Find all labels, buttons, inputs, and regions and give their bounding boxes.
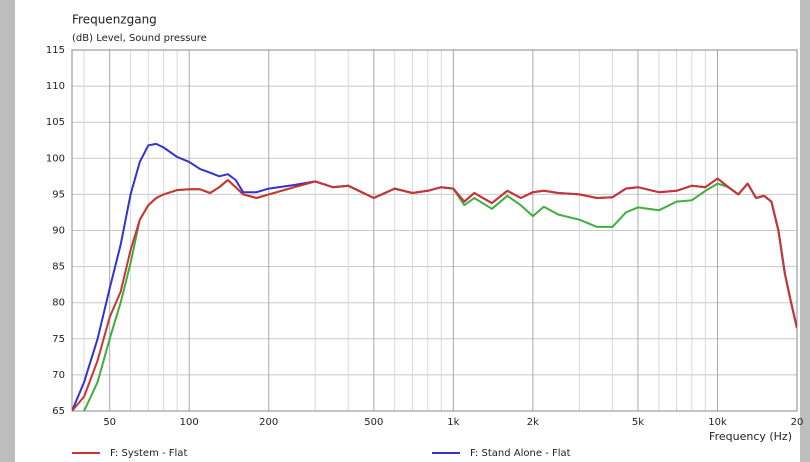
y-tick-label: 85 (52, 262, 65, 273)
x-tick-label: 2k (527, 417, 539, 428)
x-tick-label: 50 (103, 417, 116, 428)
y-tick-label: 70 (52, 370, 65, 381)
x-tick-label: 20 (791, 417, 804, 428)
chart-title: Frequenzgang (72, 13, 157, 27)
y-tick-label: 110 (46, 81, 65, 92)
x-tick-label: 10k (708, 417, 727, 428)
x-axis-label: Frequency (Hz) (709, 430, 792, 443)
y-tick-label: 115 (46, 45, 65, 56)
y-tick-label: 105 (46, 117, 65, 128)
x-tick-label: 500 (364, 417, 383, 428)
y-tick-label: 80 (52, 298, 65, 309)
chart-subtitle: (dB) Level, Sound pressure (72, 33, 207, 44)
legend-label: F: Stand Alone - Flat (470, 448, 571, 459)
x-tick-label: 200 (259, 417, 278, 428)
plot-frame (71, 49, 798, 412)
y-tick-label: 95 (52, 189, 65, 200)
x-tick-label: 1k (447, 417, 459, 428)
y-tick-label: 75 (52, 334, 65, 345)
y-tick-label: 90 (52, 226, 65, 237)
y-tick-label: 65 (52, 406, 65, 417)
y-tick-label: 100 (46, 153, 65, 164)
x-tick-label: 5k (632, 417, 644, 428)
legend-label: F: System - Flat (110, 448, 187, 459)
x-tick-label: 100 (180, 417, 199, 428)
series-line (72, 177, 797, 411)
